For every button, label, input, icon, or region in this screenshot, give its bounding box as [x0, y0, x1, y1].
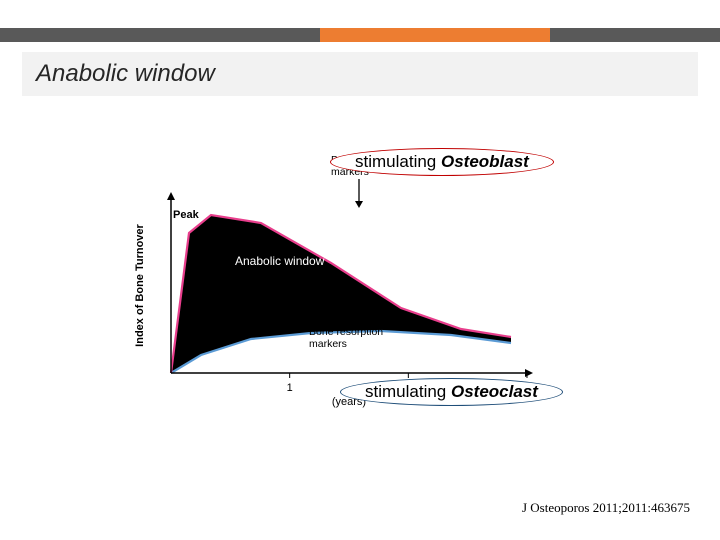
- bar-segment-right: [550, 28, 720, 42]
- bar-segment-orange: [320, 28, 550, 42]
- callout-osteoclast: stimulating Osteoclast: [340, 378, 563, 406]
- callout-osteoblast: stimulating Osteoblast: [330, 148, 554, 176]
- callout-bottom-em: Osteoclast: [451, 382, 538, 401]
- svg-text:Anabolic window: Anabolic window: [235, 254, 325, 268]
- callout-bottom-prefix: stimulating: [365, 382, 451, 401]
- bar-segment-left: [0, 28, 320, 42]
- svg-text:Peak: Peak: [173, 209, 200, 221]
- svg-text:markers: markers: [309, 338, 347, 350]
- svg-text:Index of Bone Turnover: Index of Bone Turnover: [134, 223, 146, 346]
- svg-text:1: 1: [287, 382, 293, 394]
- header-accent-bar: [0, 28, 720, 42]
- callout-top-em: Osteoblast: [441, 152, 529, 171]
- callout-top-prefix: stimulating: [355, 152, 441, 171]
- slide-title: Anabolic window: [36, 60, 215, 88]
- title-container: Anabolic window: [22, 52, 698, 96]
- svg-text:Bone resorption: Bone resorption: [309, 326, 383, 338]
- citation-text: J Osteoporos 2011;2011:463675: [522, 500, 690, 516]
